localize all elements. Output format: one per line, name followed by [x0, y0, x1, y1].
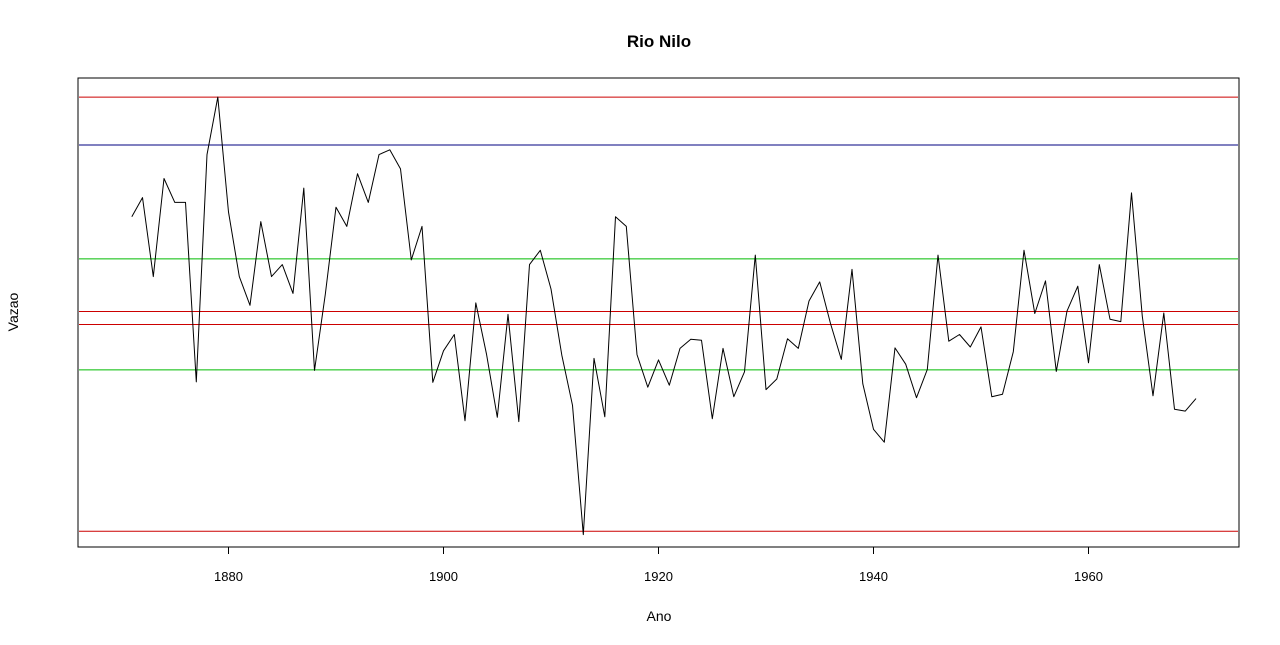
x-tick-label: 1960: [1074, 569, 1103, 584]
x-tick-label: 1920: [644, 569, 673, 584]
series-line: [131, 96, 1197, 536]
x-axis: 1880 1900 1920 1940 1960: [214, 546, 1103, 584]
x-axis-label: Ano: [647, 608, 672, 624]
x-tick-label: 1900: [429, 569, 458, 584]
chart-title: Rio Nilo: [627, 32, 691, 51]
plot-area: [77, 77, 1240, 548]
plot-frame: [77, 77, 1240, 548]
x-tick-label: 1940: [859, 569, 888, 584]
x-tick-label: 1880: [214, 569, 243, 584]
y-axis-label: Vazao: [5, 292, 21, 331]
